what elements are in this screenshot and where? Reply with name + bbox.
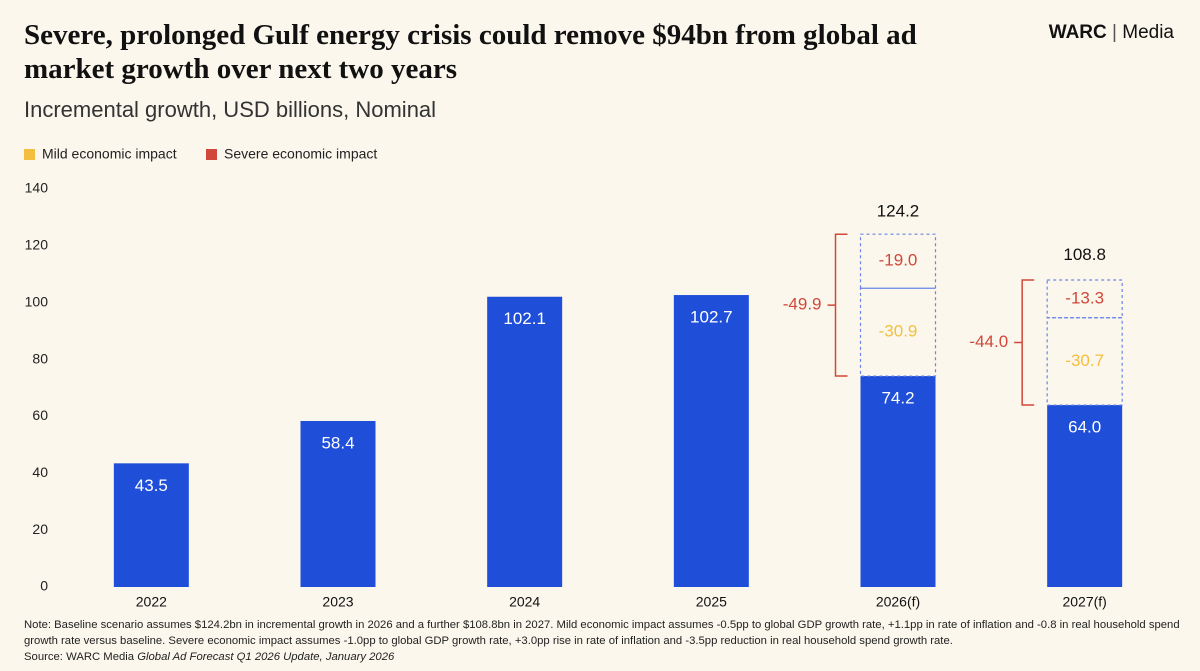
brand-separator: | [1112, 22, 1117, 43]
note: Note: Baseline scenario assumes $124.2bn… [24, 619, 1180, 647]
x-tick-label: 2026(f) [876, 594, 920, 610]
bar [113, 463, 189, 587]
source-prefix: Source: WARC Media [24, 651, 135, 663]
brand-sub: Media [1122, 22, 1174, 43]
legend-label: Mild economic impact [42, 146, 177, 162]
impact-segment [1046, 279, 1123, 319]
bar [487, 296, 563, 587]
chart: Mild economic impact Severe economic impa… [24, 146, 1123, 610]
y-tick-label: 140 [25, 180, 49, 196]
legend-swatch [206, 149, 217, 160]
brand-name: WARC [1048, 22, 1107, 43]
impact-label: -19.0 [879, 251, 918, 270]
y-tick-label: 120 [25, 237, 49, 253]
y-tick-label: 40 [32, 464, 48, 480]
bar [673, 295, 749, 587]
y-tick-label: 100 [25, 293, 49, 309]
bar [860, 376, 936, 587]
chart-title: Severe, prolonged Gulf energy crisis cou… [24, 19, 917, 85]
x-tick-label: 2024 [509, 594, 540, 610]
bar-value-label: 58.4 [321, 433, 354, 452]
brand: WARC | Media [1049, 22, 1174, 44]
x-tick-label: 2025 [696, 594, 727, 610]
y-tick-label: 60 [32, 407, 48, 423]
impact-bracket [827, 233, 848, 377]
y-tick-label: 0 [40, 578, 48, 594]
source-title: Global Ad Forecast Q1 2026 Update, Janua… [137, 651, 395, 663]
x-tick-label: 2023 [322, 594, 353, 610]
bar-value-label: 64.0 [1068, 418, 1101, 437]
footnote: Note: Baseline scenario assumes $124.2bn… [24, 617, 1184, 665]
impact-bracket [1014, 279, 1035, 406]
source: Source: WARC Media Global Ad Forecast Q1… [24, 649, 1184, 665]
impact-segment [859, 233, 937, 289]
bar-value-label: 102.1 [503, 309, 546, 328]
y-tick-label: 80 [32, 350, 48, 366]
y-tick-label: 20 [32, 521, 48, 537]
chart-subtitle: Incremental growth, USD billions, Nomina… [24, 97, 437, 122]
bar-value-label: 74.2 [881, 389, 914, 408]
bar [1047, 405, 1123, 587]
bar [300, 420, 376, 587]
impact-label: -30.7 [1065, 351, 1104, 370]
impact-label: -13.3 [1065, 288, 1104, 307]
bar-value-label: 43.5 [135, 476, 168, 495]
impact-label: -30.9 [879, 322, 918, 341]
total-label: 108.8 [1063, 245, 1106, 264]
x-tick-label: 2022 [136, 594, 167, 610]
x-tick-label: 2027(f) [1062, 594, 1106, 610]
bar-value-label: 102.7 [690, 308, 733, 327]
total-label: 124.2 [877, 201, 920, 220]
impact-range-label: -49.9 [783, 295, 822, 314]
legend-swatch [24, 149, 35, 160]
impact-segment [859, 287, 937, 377]
impact-range-label: -44.0 [969, 332, 1008, 351]
legend-label: Severe economic impact [224, 146, 377, 162]
